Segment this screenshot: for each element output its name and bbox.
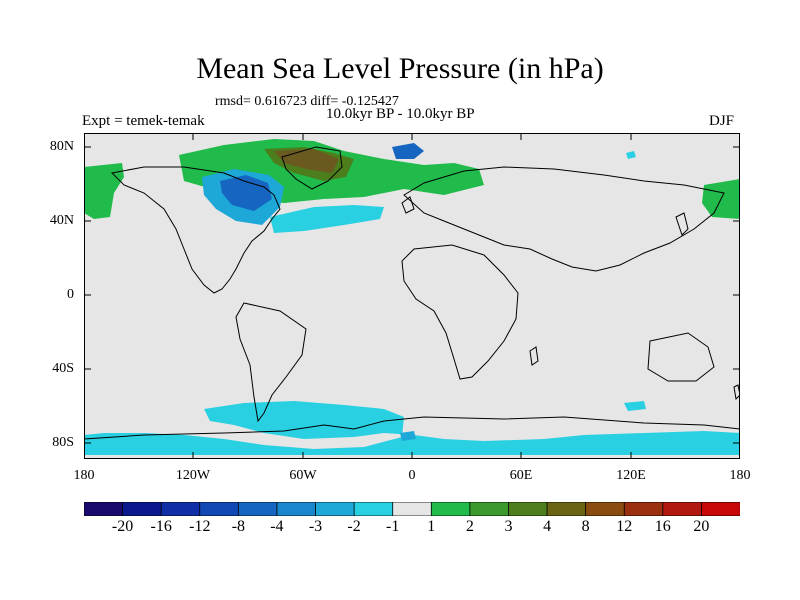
colorbar-label: 8 xyxy=(581,518,590,535)
colorbar-label: 4 xyxy=(543,518,552,535)
lat-label-80s: 80S xyxy=(52,435,74,450)
colorbar-swatch xyxy=(392,502,432,516)
colorbar-label: -8 xyxy=(231,518,246,535)
anomaly-cyan-patch-120e xyxy=(624,401,646,411)
colorbar-swatch xyxy=(508,502,548,516)
anomaly-midblue-greenland xyxy=(392,143,424,159)
colorbar-swatch xyxy=(430,502,471,516)
coast-japan xyxy=(675,212,689,236)
coast-eurasia xyxy=(403,166,725,272)
lon-label-180w: 180 xyxy=(73,468,95,483)
experiment-label: Expt = temek-temak xyxy=(82,113,205,129)
coast-uk xyxy=(401,196,415,214)
anomaly-shading xyxy=(84,139,740,455)
stats-label: rmsd= 0.616723 diff= -0.125427 xyxy=(215,94,399,109)
map-frame xyxy=(84,133,740,459)
anomaly-lightblue-patch-south xyxy=(400,431,416,441)
season-label: DJF xyxy=(709,113,735,129)
colorbar-label: 12 xyxy=(616,518,633,535)
coast-madagascar xyxy=(529,346,539,366)
coast-australia xyxy=(647,332,715,382)
coast-new-zealand xyxy=(733,384,740,401)
lon-label-180e: 180 xyxy=(729,468,751,483)
lat-label-0: 0 xyxy=(67,287,74,302)
colorbar-swatch xyxy=(662,502,703,516)
lat-label-40s: 40S xyxy=(52,361,74,376)
coast-north-america xyxy=(110,166,281,294)
colorbar-swatch xyxy=(585,502,625,516)
colorbar-swatch xyxy=(276,502,317,516)
axis-ticks xyxy=(84,133,740,459)
colorbar-label: -2 xyxy=(347,518,361,535)
anomaly-midblue-canada xyxy=(220,175,272,211)
colorbar-swatch xyxy=(315,502,355,516)
colorbar-label: -20 xyxy=(111,518,134,535)
anomaly-green-pacific-west xyxy=(84,163,124,219)
colorbar-label: -16 xyxy=(150,518,172,535)
anomaly-cyan-southern-ocean xyxy=(84,401,740,455)
colorbar-label: -1 xyxy=(386,518,400,535)
lon-label-120w: 120W xyxy=(175,468,211,483)
colorbar xyxy=(84,502,740,516)
colorbar-swatch xyxy=(469,502,510,516)
lon-label-60e: 60E xyxy=(509,468,533,483)
lon-label-0: 0 xyxy=(408,468,416,483)
colorbar-swatch xyxy=(237,502,278,516)
colorbar-swatch xyxy=(546,502,587,516)
lon-label-60w: 60W xyxy=(289,468,317,483)
colorbar-swatch xyxy=(701,502,740,516)
anomaly-cyan-patch-80s xyxy=(590,439,624,451)
colorbar-swatch xyxy=(160,502,201,516)
period-label: 10.0kyr BP - 10.0kyr BP xyxy=(326,106,475,122)
colorbar-label: 16 xyxy=(654,518,671,535)
chart-title: Mean Sea Level Pressure (in hPa) xyxy=(196,52,604,85)
colorbar-label: 20 xyxy=(693,518,710,535)
colorbar-label: 3 xyxy=(504,518,513,535)
anomaly-cyan-europe-spot xyxy=(626,151,636,159)
pressure-map xyxy=(84,133,740,459)
colorbar-label: -3 xyxy=(308,518,323,535)
lat-label-40n: 40N xyxy=(49,213,74,228)
colorbar-label: 1 xyxy=(427,518,436,535)
colorbar-label: -4 xyxy=(270,518,284,535)
colorbar-label: -12 xyxy=(189,518,211,535)
coast-antarctica xyxy=(84,416,740,440)
colorbar-label: 2 xyxy=(465,518,474,535)
coastlines xyxy=(84,146,740,440)
lat-label-80n: 80N xyxy=(49,139,74,154)
coast-africa xyxy=(401,244,519,380)
anomaly-cyan-atlantic xyxy=(270,205,384,233)
coast-south-america xyxy=(235,302,307,423)
colorbar-swatch xyxy=(353,502,394,516)
lon-label-120e: 120E xyxy=(616,468,646,483)
colorbar-swatch xyxy=(623,502,664,516)
colorbar-swatch xyxy=(199,502,240,516)
colorbar-swatch xyxy=(84,502,124,516)
colorbar-swatch xyxy=(122,502,162,516)
coast-greenland xyxy=(281,146,343,190)
